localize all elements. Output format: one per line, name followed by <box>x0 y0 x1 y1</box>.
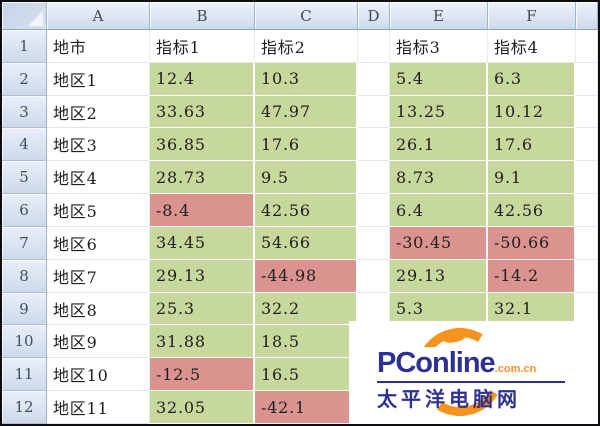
cell-A6[interactable]: 地区5 <box>47 194 150 227</box>
cell-C7[interactable]: 54.66 <box>255 226 358 260</box>
cell-E6[interactable]: 6.4 <box>390 194 488 227</box>
cell-A9[interactable]: 地区8 <box>47 292 150 326</box>
cell-B11[interactable]: -12.5 <box>150 358 255 392</box>
cell-F1[interactable]: 指标4 <box>488 30 576 63</box>
col-header-C[interactable]: C <box>255 2 358 30</box>
cell-C2[interactable]: 10.3 <box>255 62 358 96</box>
col-header-F[interactable]: F <box>488 2 576 30</box>
cell-B9[interactable]: 25.3 <box>150 292 255 326</box>
cell-A12[interactable]: 地区11 <box>47 391 150 424</box>
cell-A4[interactable]: 地区3 <box>47 128 150 162</box>
cell-A11[interactable]: 地区10 <box>47 358 150 392</box>
watermark-domain-suffix: .com.cn <box>494 363 537 375</box>
cell-F2[interactable]: 6.3 <box>488 62 576 96</box>
cell-E4[interactable]: 26.1 <box>390 128 488 162</box>
cell-E8[interactable]: 29.13 <box>390 259 488 293</box>
cell-D1[interactable] <box>358 30 390 63</box>
pconline-watermark: PConline.com.cn 太平洋电脑网 <box>349 318 598 424</box>
cell-F4[interactable]: 17.6 <box>488 128 576 162</box>
row-header-3[interactable]: 3 <box>2 95 47 129</box>
cell-A2[interactable]: 地区1 <box>47 62 150 96</box>
row-header-6[interactable]: 6 <box>2 194 47 227</box>
watermark-divider <box>377 381 565 383</box>
cell-B2[interactable]: 12.4 <box>150 62 255 96</box>
col-header-B[interactable]: B <box>150 2 255 30</box>
select-all-corner[interactable] <box>2 2 47 30</box>
cell-B4[interactable]: 36.85 <box>150 128 255 162</box>
cell-E5[interactable]: 8.73 <box>390 161 488 195</box>
row-header-5[interactable]: 5 <box>2 161 47 195</box>
cell-F9[interactable]: 32.1 <box>488 292 576 326</box>
cell-A3[interactable]: 地区2 <box>47 95 150 129</box>
row-header-7[interactable]: 7 <box>2 226 47 260</box>
row-header-1[interactable]: 1 <box>2 30 47 63</box>
cell-C3[interactable]: 47.97 <box>255 95 358 129</box>
cell-B6[interactable]: -8.4 <box>150 194 255 227</box>
cell-A10[interactable]: 地区9 <box>47 325 150 359</box>
cell-D4[interactable] <box>358 128 390 162</box>
cell-A7[interactable]: 地区6 <box>47 226 150 260</box>
col-header-A[interactable]: A <box>47 2 150 30</box>
cell-D6[interactable] <box>358 194 390 227</box>
cell-F5[interactable]: 9.1 <box>488 161 576 195</box>
cell-E7[interactable]: -30.45 <box>390 226 488 260</box>
cell-F3[interactable]: 10.12 <box>488 95 576 129</box>
cell-C10[interactable]: 18.5 <box>255 325 358 359</box>
cell-G4[interactable] <box>576 128 598 162</box>
cell-B12[interactable]: 32.05 <box>150 391 255 424</box>
row-header-10[interactable]: 10 <box>2 325 47 359</box>
cell-E2[interactable]: 5.4 <box>390 62 488 96</box>
cell-G2[interactable] <box>576 62 598 96</box>
cell-G5[interactable] <box>576 161 598 195</box>
cell-B7[interactable]: 34.45 <box>150 226 255 260</box>
cell-F8[interactable]: -14.2 <box>488 259 576 293</box>
col-header-E[interactable]: E <box>390 2 488 30</box>
cell-C8[interactable]: -44.98 <box>255 259 358 293</box>
cell-D2[interactable] <box>358 62 390 96</box>
cell-D3[interactable] <box>358 95 390 129</box>
cell-G8[interactable] <box>576 259 598 293</box>
row-header-4[interactable]: 4 <box>2 128 47 162</box>
cell-C9[interactable]: 32.2 <box>255 292 358 326</box>
watermark-chinese-name: 太平洋电脑网 <box>377 389 521 411</box>
cell-A8[interactable]: 地区7 <box>47 259 150 293</box>
cell-B8[interactable]: 29.13 <box>150 259 255 293</box>
row-header-12[interactable]: 12 <box>2 391 47 424</box>
row-header-11[interactable]: 11 <box>2 358 47 392</box>
cell-B10[interactable]: 31.88 <box>150 325 255 359</box>
cell-E1[interactable]: 指标3 <box>390 30 488 63</box>
cell-D7[interactable] <box>358 226 390 260</box>
row-header-8[interactable]: 8 <box>2 259 47 293</box>
col-header-D[interactable]: D <box>358 2 390 30</box>
cell-C5[interactable]: 9.5 <box>255 161 358 195</box>
cell-D8[interactable] <box>358 259 390 293</box>
cell-F7[interactable]: -50.66 <box>488 226 576 260</box>
cell-C4[interactable]: 17.6 <box>255 128 358 162</box>
col-header-partial[interactable] <box>576 2 598 30</box>
cell-E3[interactable]: 13.25 <box>390 95 488 129</box>
cell-F6[interactable]: 42.56 <box>488 194 576 227</box>
cell-C11[interactable]: 16.5 <box>255 358 358 392</box>
cell-G1[interactable] <box>576 30 598 63</box>
cell-D5[interactable] <box>358 161 390 195</box>
cell-B5[interactable]: 28.73 <box>150 161 255 195</box>
cell-G3[interactable] <box>576 95 598 129</box>
cell-B3[interactable]: 33.63 <box>150 95 255 129</box>
cell-G7[interactable] <box>576 226 598 260</box>
watermark-brand-line: PConline.com.cn <box>375 347 540 384</box>
cell-G6[interactable] <box>576 194 598 227</box>
cell-A5[interactable]: 地区4 <box>47 161 150 195</box>
cell-C12[interactable]: -42.1 <box>255 391 358 424</box>
cell-C6[interactable]: 42.56 <box>255 194 358 227</box>
row-header-9[interactable]: 9 <box>2 292 47 326</box>
row-header-2[interactable]: 2 <box>2 62 47 96</box>
cell-B1[interactable]: 指标1 <box>150 30 255 63</box>
cell-C1[interactable]: 指标2 <box>255 30 358 63</box>
cell-A1[interactable]: 地市 <box>47 30 150 63</box>
watermark-brand-text: PConline <box>377 347 496 379</box>
